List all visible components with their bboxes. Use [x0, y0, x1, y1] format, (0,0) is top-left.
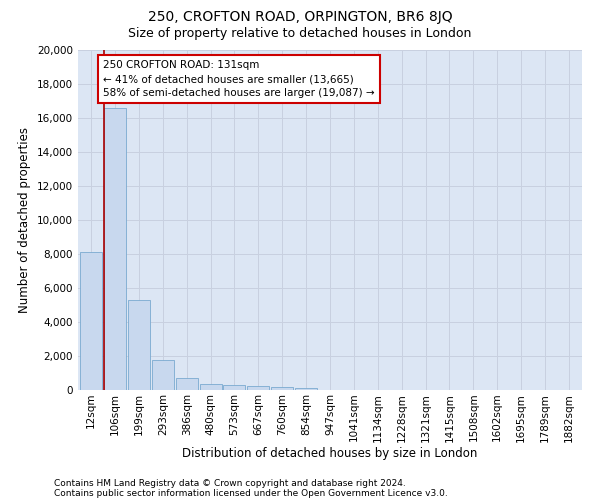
Bar	[80, 252, 102, 390]
Text: 250 CROFTON ROAD: 131sqm
← 41% of detached houses are smaller (13,665)
58% of se: 250 CROFTON ROAD: 131sqm ← 41% of detach…	[103, 60, 375, 98]
Bar	[271, 387, 293, 390]
Y-axis label: Number of detached properties: Number of detached properties	[19, 127, 31, 313]
Text: Contains public sector information licensed under the Open Government Licence v3: Contains public sector information licen…	[54, 488, 448, 498]
Bar	[200, 384, 221, 390]
Bar	[223, 385, 245, 390]
Text: Contains HM Land Registry data © Crown copyright and database right 2024.: Contains HM Land Registry data © Crown c…	[54, 478, 406, 488]
Text: Size of property relative to detached houses in London: Size of property relative to detached ho…	[128, 28, 472, 40]
Bar	[247, 386, 269, 390]
Bar	[295, 388, 317, 390]
X-axis label: Distribution of detached houses by size in London: Distribution of detached houses by size …	[182, 447, 478, 460]
Bar	[128, 300, 150, 390]
Bar	[176, 378, 197, 390]
Bar	[152, 360, 174, 390]
Text: 250, CROFTON ROAD, ORPINGTON, BR6 8JQ: 250, CROFTON ROAD, ORPINGTON, BR6 8JQ	[148, 10, 452, 24]
Bar	[104, 108, 126, 390]
